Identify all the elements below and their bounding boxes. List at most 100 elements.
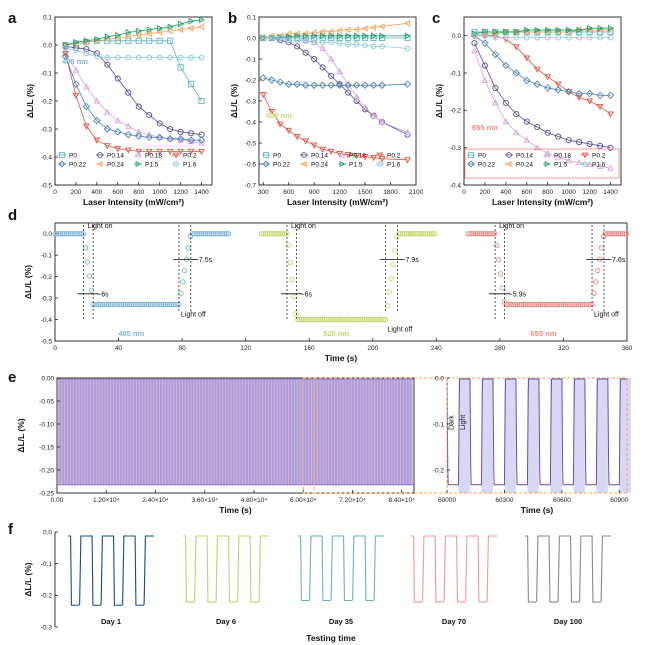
data-point	[432, 231, 438, 237]
legend-marker	[338, 151, 346, 158]
data-point-P0.2	[404, 157, 411, 164]
data-point-P0.14	[319, 64, 326, 71]
data-point	[467, 231, 473, 237]
data-point	[132, 301, 138, 308]
data-point-P1.5	[362, 32, 369, 40]
x-tick-label: 60900	[610, 497, 628, 504]
data-point	[617, 231, 624, 237]
dark-label: Dark	[449, 415, 456, 430]
fall-time-label: ~7.5s	[195, 257, 213, 264]
x-tick-label: 280	[494, 345, 505, 352]
x-tick-label: 200	[480, 189, 491, 196]
data-point	[373, 316, 379, 323]
inset-trace	[446, 378, 627, 486]
light-band	[458, 378, 470, 493]
data-point	[86, 273, 92, 279]
data-point	[96, 301, 102, 308]
data-point-P0.2	[114, 146, 122, 153]
data-point	[566, 301, 572, 308]
series-line-P1.5	[65, 19, 202, 46]
legend-entry: P1.5	[145, 161, 159, 168]
data-point	[84, 259, 91, 265]
data-point	[225, 231, 232, 237]
data-point	[471, 231, 477, 237]
data-point	[616, 231, 622, 237]
data-point	[361, 316, 368, 323]
data-point	[73, 231, 79, 237]
data-point-P0.14	[156, 120, 163, 127]
data-point-P0.22	[533, 80, 542, 88]
data-point-P1.5	[311, 32, 318, 40]
legend-entry: P0.2	[183, 152, 197, 159]
legend-entry: P0.2	[592, 152, 606, 159]
data-point	[473, 231, 479, 237]
data-point	[216, 231, 222, 237]
y-axis-label: ΔL/L (%)	[23, 265, 33, 299]
data-point-P0	[135, 37, 142, 44]
data-point-P0.2	[259, 92, 267, 99]
data-point	[407, 231, 413, 237]
legend-marker	[377, 161, 383, 167]
data-point-P0.24	[198, 23, 205, 31]
data-point-P0.2	[302, 138, 310, 145]
light-band	[596, 378, 608, 493]
legend-marker	[581, 152, 589, 159]
x-tick-label: 60300	[495, 497, 513, 504]
data-point	[331, 316, 337, 323]
x-tick-label: 400	[500, 189, 511, 196]
data-point	[117, 301, 123, 308]
data-point	[185, 245, 192, 251]
data-point	[295, 316, 301, 323]
data-point-P1.6	[83, 50, 90, 57]
data-point	[67, 231, 73, 237]
panel-label: d	[8, 207, 17, 224]
data-point-P0.22	[502, 61, 510, 70]
data-point-P0.24	[353, 26, 360, 33]
data-point-P0	[345, 34, 352, 42]
y-tick-label: -0.10	[39, 421, 54, 428]
data-point	[276, 231, 282, 237]
data-point	[549, 301, 555, 308]
data-point	[619, 231, 626, 237]
legend-entry: P0.24	[107, 161, 124, 168]
legend-marker	[505, 160, 512, 168]
data-point	[69, 231, 75, 237]
data-point	[497, 271, 504, 277]
data-point	[337, 316, 343, 323]
panel-label: f	[8, 521, 14, 538]
data-point	[478, 231, 485, 237]
x-axis-label: Laser Intensity (mW/cm²)	[287, 197, 388, 207]
data-point-P0.24	[361, 25, 368, 32]
data-point	[377, 316, 383, 323]
y-axis-label: ΔL/L (%)	[229, 84, 239, 118]
data-point	[166, 301, 173, 308]
data-point-P0	[311, 34, 318, 42]
data-point	[536, 301, 542, 308]
data-point-P0.24	[533, 28, 540, 36]
data-point	[530, 301, 536, 308]
y-tick-label: -0.2	[41, 274, 53, 281]
panel-e-inset: 0.0 -0.1 -0.2 60000 60300 60600 60900 Time (s) D…	[433, 375, 631, 515]
x-tick-label: 200	[71, 189, 82, 196]
y-tick-label: -0.3	[245, 98, 257, 105]
legend-marker	[301, 152, 307, 158]
data-point	[109, 301, 115, 308]
data-point-P0.14	[311, 55, 318, 63]
panel-label: e	[8, 369, 16, 386]
data-point-P0.14	[481, 62, 488, 69]
inset-frame	[446, 377, 628, 494]
y-tick-label: -0.2	[41, 593, 53, 600]
rise-time-label: ~5.9s	[509, 291, 527, 298]
y-tick-label: -0.2	[245, 77, 257, 84]
panel-e: e 0.00-0.05-0.10-0.15-0.20-0.250.00 1.20×1…	[8, 369, 447, 515]
data-point-P0.2	[327, 148, 335, 155]
data-point	[298, 316, 305, 323]
data-point	[547, 301, 553, 308]
data-point-P0.18	[83, 83, 90, 90]
data-point	[524, 301, 530, 308]
x-tick-label: 400	[91, 189, 102, 196]
light-off-label: Light off	[387, 327, 412, 334]
data-point-P0.14	[565, 137, 572, 144]
series-line-P0.14	[263, 37, 408, 135]
data-point	[147, 301, 153, 308]
